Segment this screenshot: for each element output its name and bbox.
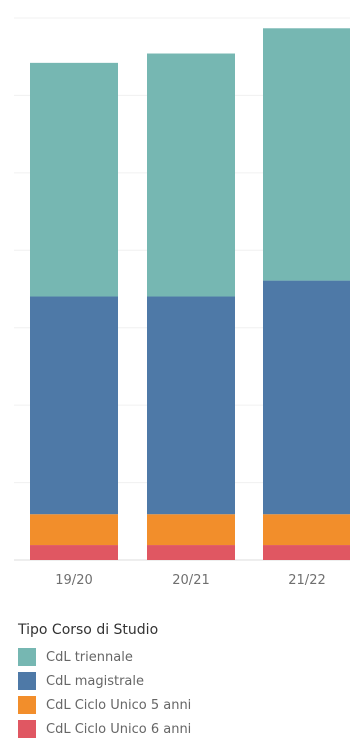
legend-swatch [18,672,36,690]
bar-segment-19-20-cdl-magistrale [30,296,118,515]
legend-item[interactable]: CdL triennale [18,645,338,669]
x-tick-label: 21/22 [288,573,325,588]
bar-segment-19-20-cdl-ciclo-unico-6-anni [30,545,118,560]
legend-item[interactable]: CdL Ciclo Unico 6 anni [18,717,338,741]
legend-item[interactable]: CdL magistrale [18,669,338,693]
x-tick-label: 20/21 [172,573,209,588]
legend-item[interactable]: CdL Ciclo Unico 5 anni [18,693,338,717]
legend-label: CdL Ciclo Unico 5 anni [46,697,192,713]
bar-segment-21-22-cdl-magistrale [263,280,350,515]
bar-segment-21-22-cdl-ciclo-unico-5-anni [263,514,350,546]
bar-segment-20-21-cdl-magistrale [147,296,235,515]
bar-segment-19-20-cdl-triennale [30,62,118,297]
bar-segment-20-21-cdl-ciclo-unico-5-anni [147,514,235,546]
legend-items: CdL triennale CdL magistrale CdL Ciclo Uni… [18,645,338,741]
bar-segment-21-22-cdl-ciclo-unico-6-anni [263,545,350,560]
stacked-bar-chart: 19/20 20/21 21/22 [14,17,350,588]
legend-label: CdL triennale [46,649,133,665]
legend-label: CdL magistrale [46,673,144,689]
bar-segment-21-22-cdl-triennale [263,28,350,281]
legend-swatch [18,696,36,714]
legend-swatch [18,648,36,666]
legend: Tipo Corso di Studio CdL triennale CdL ma… [18,619,338,741]
bar-segment-20-21-cdl-ciclo-unico-6-anni [147,545,235,560]
legend-swatch [18,720,36,738]
x-tick-label: 19/20 [55,573,92,588]
chart-canvas: 19/20 20/21 21/22 [14,17,350,588]
legend-title: Tipo Corso di Studio [18,622,159,638]
bar-segment-19-20-cdl-ciclo-unico-5-anni [30,514,118,546]
legend-label: CdL Ciclo Unico 6 anni [46,721,192,737]
bar-segment-20-21-cdl-triennale [147,53,235,297]
